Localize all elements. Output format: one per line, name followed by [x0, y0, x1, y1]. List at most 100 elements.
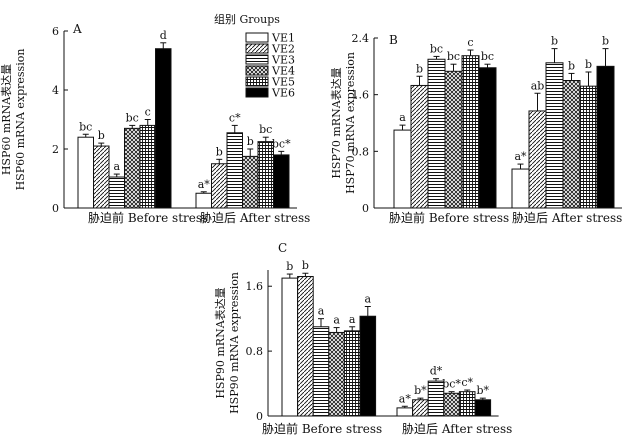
- significance-label: b: [247, 135, 254, 148]
- significance-label: c*: [461, 376, 473, 389]
- bar: [273, 154, 290, 209]
- bar: [211, 163, 228, 209]
- bar: [257, 141, 274, 209]
- significance-label: b: [286, 260, 293, 273]
- legend-swatch: [245, 43, 269, 54]
- bar: [108, 176, 125, 209]
- bar: [412, 399, 429, 417]
- significance-label: d: [160, 29, 167, 42]
- significance-label: d*: [430, 365, 443, 378]
- y-tick-label: 1.6: [352, 89, 370, 102]
- significance-label: bc: [259, 123, 272, 136]
- x-category-label: 胁迫前 Before stress: [88, 210, 208, 225]
- x-category-label: 胁迫后 After stress: [402, 421, 512, 436]
- legend-label: VE3: [271, 54, 295, 67]
- significance-label: a: [318, 305, 325, 318]
- bar: [359, 315, 377, 417]
- y-tick-label: 2.4: [352, 32, 370, 45]
- bar: [281, 277, 299, 417]
- x-category-label: 胁迫前 Before stress: [389, 210, 509, 225]
- y-tick-label: 0: [362, 202, 369, 215]
- bar: [312, 326, 330, 417]
- bar: [328, 331, 345, 417]
- bar: [596, 65, 615, 209]
- bar: [474, 399, 492, 417]
- significance-label: a: [399, 111, 406, 124]
- bar: [155, 48, 172, 209]
- bar: [562, 80, 581, 209]
- significance-label: bc*: [272, 137, 291, 150]
- y-tick-label: 4: [52, 84, 59, 97]
- bar: [77, 136, 94, 209]
- significance-label: b: [302, 259, 309, 272]
- legend-title: 组别 Groups: [214, 12, 280, 26]
- bar: [393, 129, 412, 209]
- panel-label: C: [278, 241, 287, 255]
- significance-label: a*: [198, 178, 211, 191]
- significance-label: bc*: [442, 378, 461, 391]
- bar: [242, 155, 259, 209]
- legend-swatch: [245, 87, 269, 98]
- y-tick-label: 1.6: [246, 280, 264, 293]
- y-tick-label: 2: [52, 143, 59, 156]
- significance-label: b: [568, 59, 575, 72]
- panel-label: A: [72, 22, 82, 36]
- significance-label: b*: [477, 384, 490, 397]
- y-axis-label-cn: HSP90 mRNA表达量: [213, 287, 227, 398]
- bar: [226, 132, 243, 209]
- x-category-label: 胁迫后 After stress: [200, 210, 310, 225]
- y-axis-label-cn: HSP70 mRNA表达量: [329, 67, 343, 178]
- significance-label: c: [467, 36, 473, 49]
- significance-label: a: [365, 293, 372, 306]
- significance-label: a: [349, 313, 356, 326]
- bar: [427, 58, 446, 209]
- significance-label: bc: [126, 111, 139, 124]
- legend-label: VE4: [271, 65, 295, 78]
- significance-label: a*: [399, 392, 412, 405]
- legend-label: VE1: [271, 32, 295, 45]
- bar: [124, 127, 141, 209]
- x-category-label: 胁迫后 After stress: [512, 210, 622, 225]
- bar: [410, 84, 429, 209]
- y-axis-label-cn: HSP60 mRNA表达量: [0, 64, 13, 175]
- y-axis-label-en: HSP60 mRNA expression: [14, 49, 27, 191]
- significance-label: b: [416, 62, 423, 75]
- bar: [139, 124, 156, 209]
- y-tick-label: 0: [256, 410, 263, 423]
- significance-label: a*: [514, 150, 527, 163]
- bar: [478, 67, 497, 209]
- significance-label: bc: [79, 120, 92, 133]
- bar: [343, 330, 361, 417]
- bar: [458, 391, 476, 417]
- significance-label: b: [551, 35, 558, 48]
- legend-swatch: [245, 32, 269, 43]
- x-category-label: 胁迫前 Before stress: [262, 421, 382, 436]
- panel-a: 0 2 4 6 A HSP60 mRNA表达量 HSP60 mRNA expression 胁…: [0, 22, 310, 225]
- bar: [396, 407, 414, 417]
- legend-label: VE5: [271, 76, 295, 89]
- legend-label: VE2: [271, 43, 295, 56]
- panel-c: 0 0.8 1.6 C HSP90 mRNA表达量 HSP90 mRNA expressi…: [213, 241, 512, 436]
- significance-label: a: [333, 314, 340, 327]
- significance-label: bc: [430, 42, 443, 55]
- y-tick-label: 0.8: [352, 145, 370, 158]
- bar: [528, 110, 547, 209]
- significance-label: b: [98, 129, 105, 142]
- significance-label: bc: [447, 50, 460, 63]
- y-axis-label-en: HSP70 mRNA expression: [344, 52, 357, 194]
- bar: [444, 70, 463, 209]
- significance-label: c: [145, 106, 151, 119]
- bar: [579, 85, 598, 209]
- significance-label: b: [602, 35, 609, 48]
- significance-label: bc: [481, 50, 494, 63]
- legend-label: VE6: [271, 87, 295, 100]
- panel-b: 0 0.8 1.6 2.4 B HSP70 mRNA表达量 HSP70 mRNA expre…: [329, 32, 622, 225]
- significance-label: a: [113, 160, 120, 173]
- significance-label: ab: [531, 79, 545, 92]
- bar: [511, 168, 530, 209]
- panel-label: B: [389, 33, 398, 47]
- bar: [443, 392, 460, 417]
- bar: [545, 62, 564, 209]
